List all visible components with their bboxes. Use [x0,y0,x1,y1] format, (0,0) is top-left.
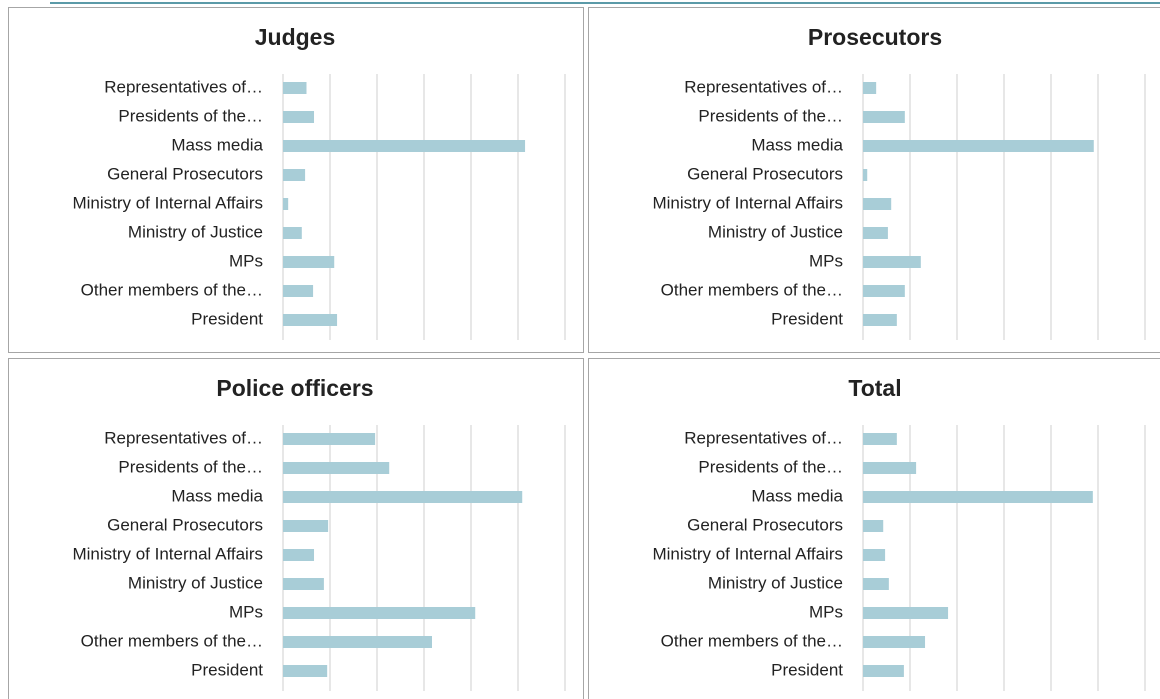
chart-panel: Total Representatives of… Presidents of th… [588,358,1160,699]
category-label: General Prosecutors [107,515,263,534]
bar [863,140,1094,152]
category-label: Presidents of the… [698,106,843,125]
bar [863,636,926,648]
bar [283,549,315,561]
category-label: Other members of the… [661,631,843,650]
chart-panel: Prosecutors Representatives of… Presidents… [588,7,1160,353]
category-label: Presidents of the… [118,457,263,476]
chart-title: Judges [255,24,336,50]
bar [863,578,889,590]
chart-panel: Judges Representatives of… Presidents of t… [8,7,584,353]
category-label: Mass media [751,135,843,154]
category-label: MPs [229,602,263,621]
bar [863,111,905,123]
bar [283,227,302,239]
bar [863,433,897,445]
bar [863,607,949,619]
bar [863,314,897,326]
category-label: MPs [229,251,263,270]
category-label: MPs [809,602,843,621]
category-label: Ministry of Internal Affairs [72,193,263,212]
bar [283,491,523,503]
category-label: Other members of the… [81,631,263,650]
bar [283,82,307,94]
category-label: Ministry of Internal Affairs [652,544,843,563]
chart-title: Prosecutors [808,24,942,50]
category-label: Ministry of Justice [708,222,843,241]
category-label: Representatives of… [684,77,843,96]
category-label: Ministry of Justice [128,573,263,592]
bar [283,314,338,326]
bar [283,169,306,181]
category-label: Ministry of Internal Affairs [72,544,263,563]
bar [283,140,526,152]
bar [863,520,884,532]
category-label: President [191,309,263,328]
category-label: Other members of the… [81,280,263,299]
category-label: Representatives of… [104,77,263,96]
category-label: President [771,309,843,328]
category-label: General Prosecutors [107,164,263,183]
category-label: Presidents of the… [698,457,843,476]
category-label: Representatives of… [684,428,843,447]
category-label: President [771,660,843,679]
bar [863,169,868,181]
bar [283,256,335,268]
panel-border [588,358,1160,699]
chart-title: Total [848,375,901,401]
category-label: Mass media [171,135,263,154]
category-label: Ministry of Internal Affairs [652,193,843,212]
bar [863,665,904,677]
bar [863,462,917,474]
panel-border [8,358,584,699]
category-label: Other members of the… [661,280,843,299]
panel-border [8,7,584,353]
bar [863,198,892,210]
category-label: MPs [809,251,843,270]
bar [283,433,376,445]
category-label: Ministry of Justice [128,222,263,241]
chart-title: Police officers [216,375,373,401]
category-label: General Prosecutors [687,515,843,534]
bar [283,665,328,677]
bar [283,520,329,532]
bar [863,82,877,94]
bar [283,462,390,474]
bar [283,607,476,619]
category-label: Presidents of the… [118,106,263,125]
panel-border [588,7,1160,353]
category-label: Ministry of Justice [708,573,843,592]
bar [863,227,888,239]
bar [283,111,315,123]
category-label: Mass media [171,486,263,505]
bar [863,285,905,297]
bar [863,549,886,561]
category-label: Mass media [751,486,843,505]
bar [283,636,432,648]
bar [283,578,324,590]
category-label: Representatives of… [104,428,263,447]
category-label: President [191,660,263,679]
category-label: General Prosecutors [687,164,843,183]
bar [283,285,314,297]
bar [283,198,289,210]
chart-panel: Police officers Representatives of… Presid… [8,358,584,699]
bar [863,491,1093,503]
bar [863,256,921,268]
